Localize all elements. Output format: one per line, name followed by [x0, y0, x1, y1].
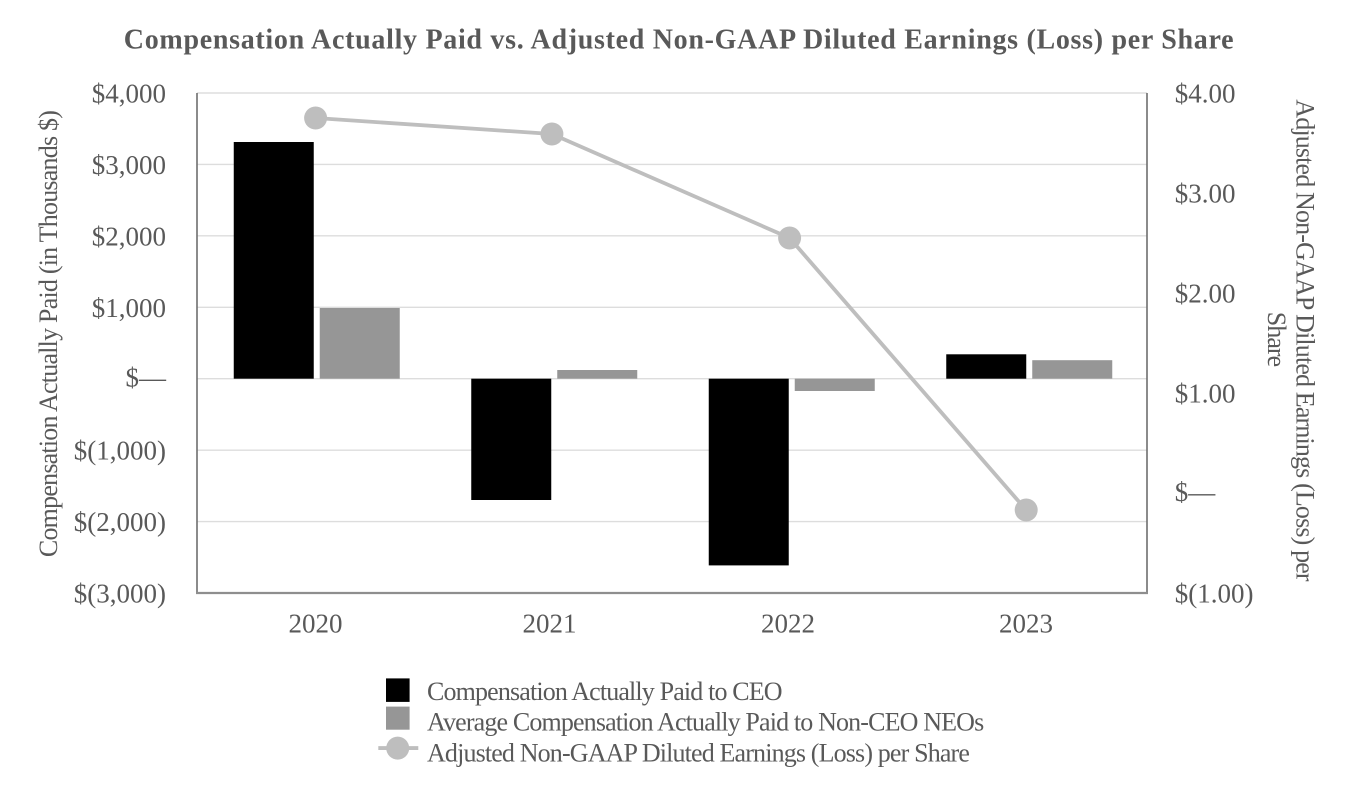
svg-text:$2.00: $2.00 — [1175, 279, 1236, 309]
svg-text:2020: 2020 — [289, 609, 343, 639]
svg-text:Compensation Actually Paid to: Compensation Actually Paid to CEO — [427, 677, 782, 706]
svg-text:2022: 2022 — [761, 609, 815, 639]
svg-text:Adjusted Non-GAAP Diluted Earn: Adjusted Non-GAAP Diluted Earnings (Loss… — [427, 738, 969, 767]
svg-text:$3,000: $3,000 — [92, 150, 166, 180]
svg-text:Share: Share — [1262, 312, 1291, 367]
svg-text:Average Compensation Actually: Average Compensation Actually Paid to No… — [427, 707, 984, 736]
svg-text:2021: 2021 — [523, 609, 577, 639]
svg-text:$2,000: $2,000 — [92, 222, 166, 252]
svg-text:Compensation Actually Paid vs.: Compensation Actually Paid vs. Adjusted … — [124, 25, 1234, 56]
svg-text:$(1,000): $(1,000) — [74, 436, 166, 466]
svg-text:$—: $— — [126, 363, 168, 393]
svg-text:$4,000: $4,000 — [92, 79, 166, 109]
svg-text:$(1.00): $(1.00) — [1175, 579, 1254, 609]
svg-text:Adjusted Non-GAAP Diluted Earn: Adjusted Non-GAAP Diluted Earnings (Loss… — [1291, 99, 1320, 582]
svg-text:$1.00: $1.00 — [1175, 379, 1236, 409]
svg-text:$3.00: $3.00 — [1175, 179, 1236, 209]
svg-text:$—: $— — [1175, 477, 1217, 507]
svg-text:2023: 2023 — [999, 609, 1053, 639]
svg-text:Compensation Actually Paid (in: Compensation Actually Paid (in Thousands… — [34, 111, 63, 557]
svg-text:$4.00: $4.00 — [1175, 79, 1236, 109]
svg-text:$(3,000): $(3,000) — [74, 579, 166, 609]
svg-text:$1,000: $1,000 — [92, 293, 166, 323]
svg-text:$(2,000): $(2,000) — [74, 507, 166, 537]
